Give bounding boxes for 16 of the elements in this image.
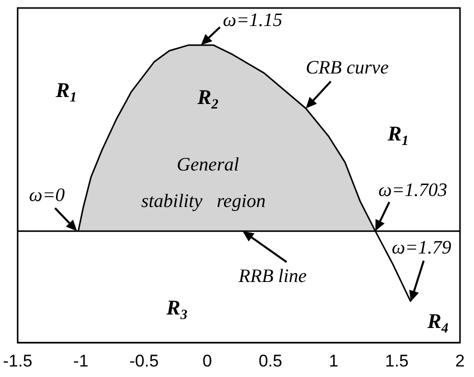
x-tick-label: -1	[73, 351, 88, 370]
annotation: RRB line	[238, 266, 307, 288]
x-tick-label: -0.5	[129, 351, 159, 370]
annotation: ω=1.703	[378, 180, 448, 202]
x-tick-label: 1.5	[384, 351, 409, 370]
x-tick-label: 1	[328, 351, 338, 370]
annotation: stability region	[141, 191, 266, 212]
annotation: ω=1.15	[222, 10, 282, 32]
annotation: General	[176, 154, 239, 176]
annotation: ω=0	[29, 185, 66, 206]
annotation: CRB curve	[306, 57, 389, 78]
x-tick-label: 0	[202, 351, 212, 370]
x-tick-label: -1.5	[3, 351, 32, 370]
x-tick-label: 2	[455, 351, 465, 370]
x-tick-label: 0.5	[258, 351, 282, 370]
annotation: ω=1.79	[392, 238, 452, 259]
